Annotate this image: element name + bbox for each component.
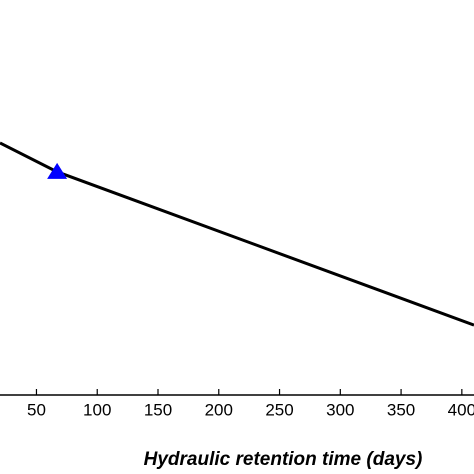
x-tick-label: 350 <box>387 400 415 419</box>
x-tick-label: 150 <box>144 400 172 419</box>
x-tick-label: 100 <box>83 400 111 419</box>
x-tick-label: 200 <box>205 400 233 419</box>
x-axis-label: Hydraulic retention time (days) <box>144 449 423 470</box>
x-tick-label: 250 <box>265 400 293 419</box>
x-tick-label: 50 <box>27 400 46 419</box>
data-line <box>0 141 474 327</box>
x-tick-label: 400 <box>448 400 474 419</box>
marker <box>47 162 68 179</box>
x-tick-label: 300 <box>326 400 354 419</box>
